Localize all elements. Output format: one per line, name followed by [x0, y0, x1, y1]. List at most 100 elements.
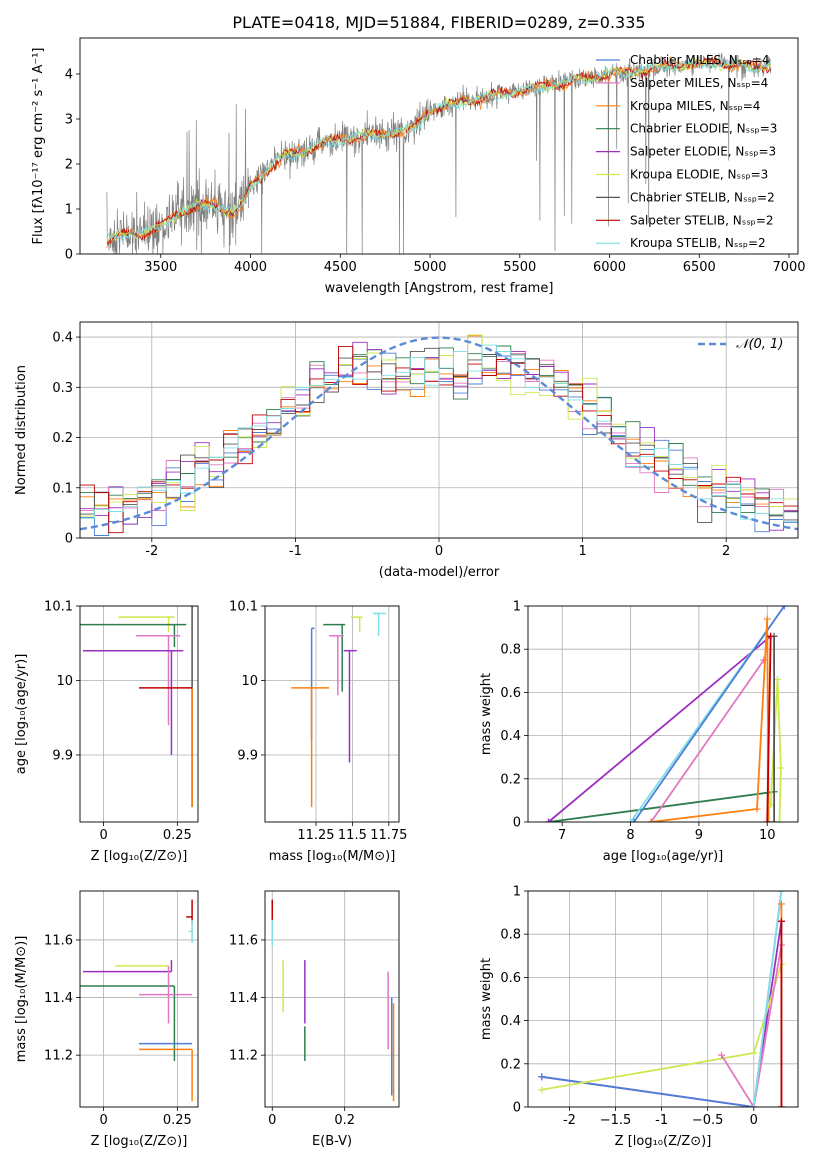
marker-plus [630, 818, 638, 822]
x-tick-label: 6000 [593, 260, 626, 275]
x-tick-label: 4000 [234, 260, 267, 275]
axes-frame [79, 890, 199, 1108]
marker-plus [718, 1051, 726, 1059]
x-tick-label: 8 [626, 828, 634, 843]
y-tick-label: 1 [65, 203, 73, 218]
errorbar-point [350, 616, 363, 633]
legend: Chabrier MILES, Nₛₛₚ=4 Salpeter MILES, Nₛ… [596, 53, 777, 250]
legend-label: Chabrier ELODIE, Nₛₛₚ=3 [630, 122, 777, 136]
x-tick-label: 11.5 [338, 828, 367, 843]
marker-plus [545, 818, 553, 822]
y-tick-label: 0.4 [500, 1014, 521, 1029]
marker-plus [763, 818, 771, 822]
legend-label: Kroupa ELODIE, Nₛₛₚ=3 [630, 168, 768, 182]
x-tick-label: 6500 [683, 260, 716, 275]
marker-plus [753, 805, 761, 813]
x-axis-label: Z [log₁₀(Z/Z⊙)] [91, 849, 188, 864]
x-tick-label: 7 [558, 828, 566, 843]
x-tick-label: 3500 [144, 260, 177, 275]
y-axis-label: Normed distribution [14, 365, 29, 495]
y-axis-label: age [log₁₀(age/yr)] [14, 654, 29, 775]
weight-series [769, 679, 782, 822]
plot-area [291, 612, 386, 808]
marker-plus [777, 764, 785, 772]
legend: 𝒩(0, 1) [698, 337, 783, 352]
x-axis-label: Z [log₁₀(Z/Z⊙)] [91, 1134, 188, 1149]
marker-plus [780, 606, 788, 610]
errorbar-point [343, 649, 357, 763]
axes-frame [527, 890, 799, 1108]
marker-plus [647, 818, 655, 822]
plot-area [106, 52, 772, 254]
axes-frame [264, 605, 400, 823]
errorbar-point [82, 960, 173, 973]
x-axis-label: Z [log₁₀(Z/Z⊙)] [615, 1134, 712, 1149]
errorbar-point [291, 687, 330, 808]
errorbar-point [372, 612, 386, 636]
y-axis-label: Flux [fλ10⁻¹⁷ erg cm⁻² s⁻¹ A⁻¹] [31, 48, 46, 245]
y-tick-label: 0.3 [52, 381, 73, 396]
marker-plus [627, 818, 635, 822]
plot-area [80, 899, 193, 1102]
x-tick-label: 0.25 [163, 828, 192, 843]
histogram-step [80, 347, 798, 523]
x-axis-label: age [log₁₀(age/yr)] [603, 849, 724, 864]
y-tick-label: 0.6 [500, 971, 521, 986]
x-tick-label: 0.2 [334, 1113, 355, 1128]
marker-plus [777, 891, 785, 895]
errorbar-point [189, 919, 193, 943]
x-tick-label: 7000 [772, 260, 805, 275]
weight-series [720, 944, 783, 1107]
errorbar-point [329, 635, 344, 696]
marker-plus [760, 656, 768, 664]
axes-frame [79, 321, 799, 539]
legend-label: Salpeter MILES, Nₛₛₚ=4 [630, 76, 768, 90]
axes-frame [527, 605, 799, 823]
marker-plus [777, 1103, 785, 1107]
y-tick-label: 11.2 [44, 1049, 73, 1064]
y-tick-label: 11.4 [44, 991, 73, 1006]
errorbar-point [186, 899, 193, 923]
x-tick-label: 1 [578, 544, 586, 559]
y-tick-label: 11.6 [44, 933, 73, 948]
y-tick-label: 0.2 [52, 431, 73, 446]
y-tick-label: 10 [56, 674, 73, 689]
marker-plus [765, 818, 773, 822]
marker-plus [750, 1049, 758, 1057]
plot-area [545, 606, 788, 822]
y-tick-label: 10 [241, 674, 258, 689]
marker-plus [767, 632, 775, 640]
y-tick-label: 10.1 [229, 600, 258, 615]
y-tick-label: 3 [65, 113, 73, 128]
y-tick-label: 2 [65, 158, 73, 173]
weight-series [752, 891, 783, 1107]
x-axis-label: wavelength [Angstrom, rest frame] [325, 281, 554, 296]
errorbar-point [139, 1048, 193, 1102]
y-tick-label: 0 [65, 248, 73, 263]
errorbar-point [82, 649, 184, 755]
x-tick-label: 0 [750, 1113, 758, 1128]
y-tick-label: 0.4 [500, 729, 521, 744]
y-tick-label: 0 [513, 1101, 521, 1116]
panel-age_vs_Z: 0 0.25 9.9 10 10.1 Z [log₁₀(Z/Z⊙)] age [log₁₀(… [14, 600, 199, 864]
y-tick-label: 0 [513, 816, 521, 831]
x-axis-label: E(B-V) [312, 1134, 352, 1149]
errorbar-point [323, 623, 346, 692]
x-tick-label: −0.5 [692, 1113, 724, 1128]
y-tick-label: 0.4 [52, 331, 73, 346]
weight-series [766, 636, 772, 822]
x-tick-label: -2 [563, 1113, 576, 1128]
weight-series [650, 659, 765, 822]
panel-mass_weight_vs_age: 7 8 9 10 0 0.2 0.4 0.6 0.8 1 age [log₁₀(age/yr)] ma… [479, 600, 799, 864]
x-tick-label: 0 [435, 544, 443, 559]
errorbar-point [139, 965, 193, 1024]
y-tick-label: 0.6 [500, 686, 521, 701]
panel-residual_hist: -2 -1 0 1 2 0 0.1 0.2 0.3 0.4 (data-model)/error No… [14, 321, 799, 580]
x-tick-label: 0 [268, 1113, 276, 1128]
marker-plus [776, 818, 784, 822]
x-tick-label: −1.5 [600, 1113, 632, 1128]
x-axis-label: mass [log₁₀(M/M⊙)] [269, 849, 396, 864]
legend-label: Salpeter STELIB, Nₛₛₚ=2 [630, 213, 774, 227]
marker-plus [538, 1073, 546, 1081]
y-tick-label: 0.1 [52, 481, 73, 496]
